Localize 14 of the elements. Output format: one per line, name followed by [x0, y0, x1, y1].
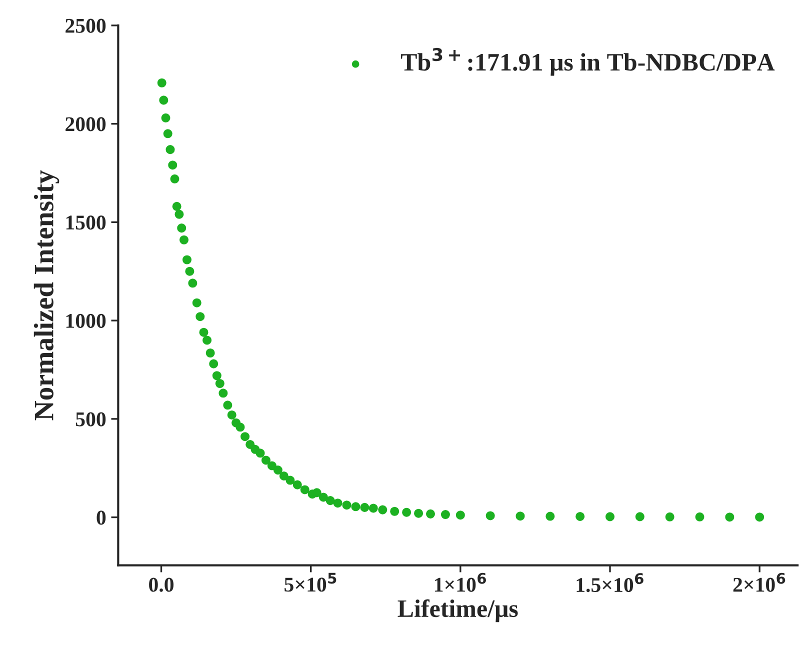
x-tick-label: 1.5×10$^{6}$	[576, 573, 644, 592]
x-axis-title: Lifetime/μs	[398, 599, 518, 622]
x-tick-label: 0.0	[149, 578, 174, 592]
x-tick-label: 2×10$^{6}$	[733, 572, 786, 592]
x-tick-label: 1×10$^{6}$	[435, 572, 486, 592]
y-tick-label: 2000	[66, 117, 106, 132]
y-tick-label: 1000	[66, 314, 106, 328]
y-tick-label: 1500	[66, 216, 106, 230]
y-tick-label: 0	[96, 510, 106, 525]
y-axis-title: Normalized Intensity	[34, 170, 60, 420]
x-tick-label: 5×10$^{5}$	[284, 572, 336, 592]
y-tick-label: 2500	[66, 18, 106, 33]
legend-label: Tb$^{3+}$:171.91 μs in Tb-NDBC/DPA	[400, 48, 775, 76]
y-tick-label: 500	[76, 412, 106, 426]
